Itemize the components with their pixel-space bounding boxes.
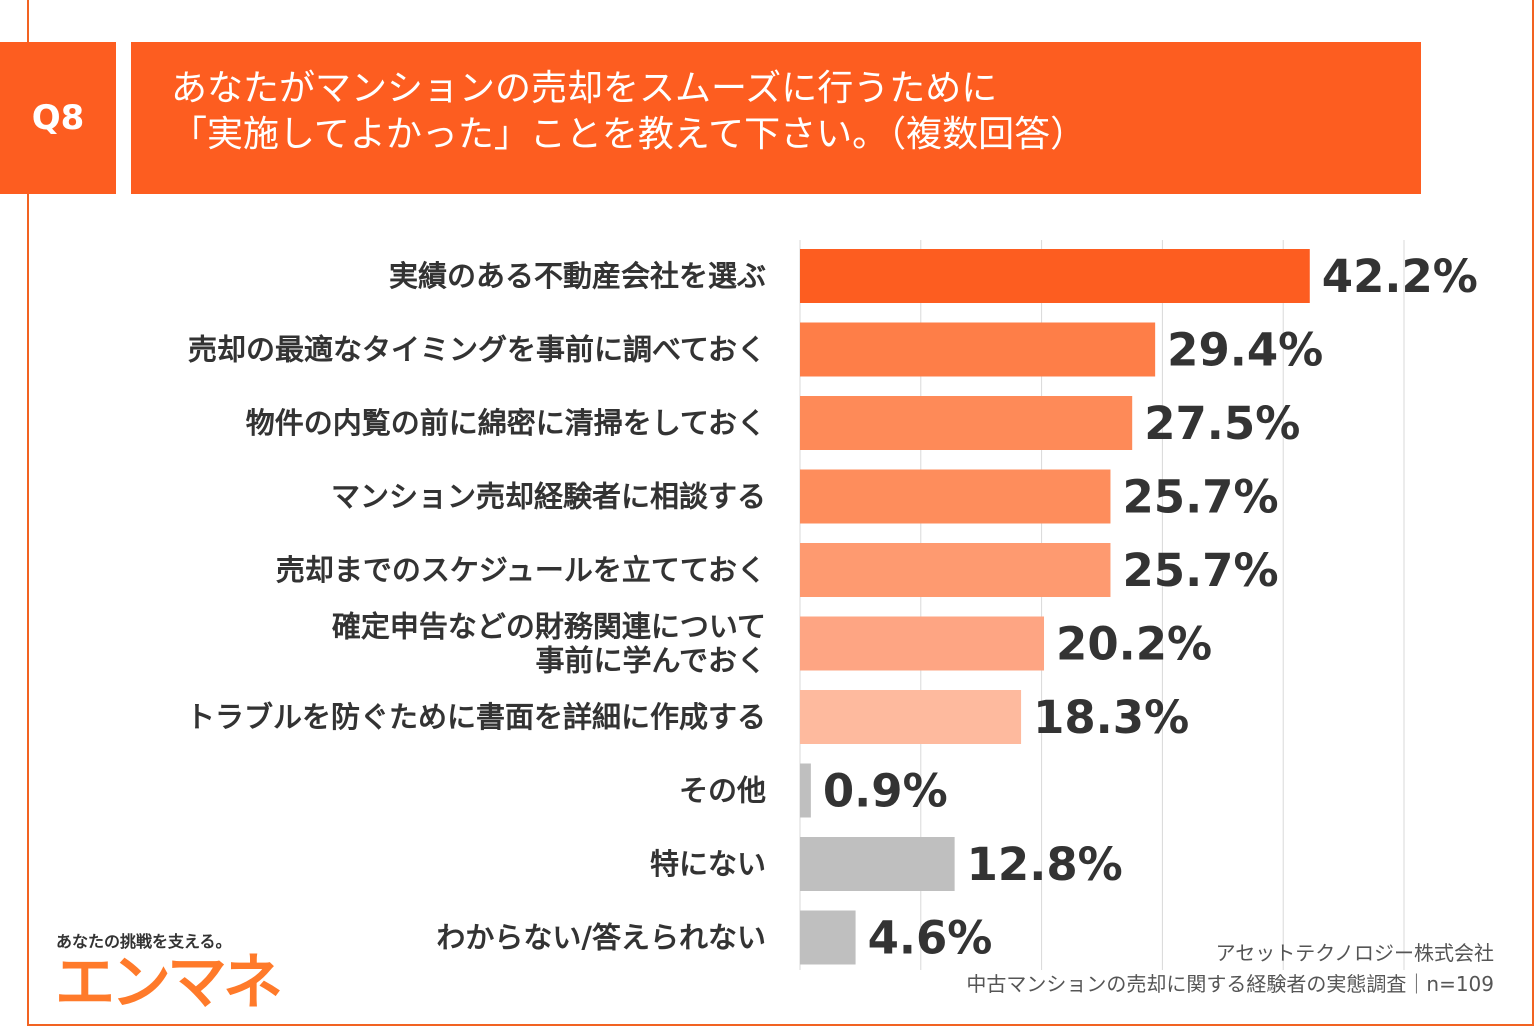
- category-label-5-1: 事前に学んでおく: [535, 644, 766, 678]
- category-label-5-0: 確定申告などの財務関連について: [332, 610, 766, 644]
- category-label-8: 特にない: [650, 847, 766, 881]
- source-note: アセットテクノロジー株式会社 中古マンションの売却に関する経験者の実態調査｜n=…: [966, 938, 1494, 1000]
- question-title-line-2: 「実施してよかった」ことを教えて下さい。（複数回答）: [171, 114, 1087, 155]
- brand-logo: エンマネ: [55, 948, 283, 1018]
- value-label-2: 27.5%: [1144, 397, 1300, 450]
- value-label-5: 20.2%: [1056, 618, 1212, 671]
- bar-2: [800, 396, 1133, 450]
- category-label-9: わからない/答えられない: [436, 921, 766, 955]
- category-label-3: マンション売却経験者に相談する: [331, 480, 766, 514]
- bar-3: [800, 469, 1111, 524]
- source-survey: 中古マンションの売却に関する経験者の実態調査｜n=109: [966, 972, 1494, 996]
- bar-9: [800, 910, 856, 965]
- bar-0: [800, 249, 1310, 303]
- value-label-4: 25.7%: [1122, 544, 1278, 597]
- category-label-1: 売却の最適なタイミングを事前に調べておく: [188, 333, 766, 367]
- bar-1: [800, 322, 1156, 377]
- bar-5: [800, 616, 1045, 671]
- bar-4: [800, 543, 1111, 597]
- question-title-banner: あなたがマンションの売却をスムーズに行うために 「実施してよかった」ことを教えて…: [131, 42, 1421, 194]
- category-label-7: その他: [679, 774, 766, 808]
- question-title-line-1: あなたがマンションの売却をスムーズに行うために: [171, 68, 998, 109]
- bar-6: [800, 690, 1022, 744]
- brand-tagline: あなたの挑戦を支える。: [56, 932, 232, 951]
- value-label-0: 42.2%: [1322, 250, 1478, 303]
- category-label-4: 売却までのスケジュールを立てておく: [276, 553, 766, 587]
- value-label-1: 29.4%: [1167, 324, 1323, 377]
- card-frame: [27, 0, 1534, 1026]
- question-number-badge: Q8: [0, 42, 116, 194]
- category-label-2: 物件の内覧の前に綿密に清掃をしておく: [246, 406, 766, 440]
- value-label-9: 4.6%: [868, 912, 993, 965]
- value-label-3: 25.7%: [1122, 471, 1278, 524]
- value-label-8: 12.8%: [967, 838, 1123, 891]
- bar-7: [800, 763, 811, 818]
- source-company: アセットテクノロジー株式会社: [1215, 941, 1494, 965]
- value-label-6: 18.3%: [1033, 691, 1189, 744]
- bar-8: [800, 837, 955, 891]
- value-label-7: 0.9%: [823, 765, 948, 818]
- category-label-6: トラブルを防ぐために書面を詳細に作成する: [186, 700, 766, 734]
- question-number: Q8: [31, 98, 85, 138]
- category-label-0: 実績のある不動産会社を選ぶ: [389, 259, 766, 293]
